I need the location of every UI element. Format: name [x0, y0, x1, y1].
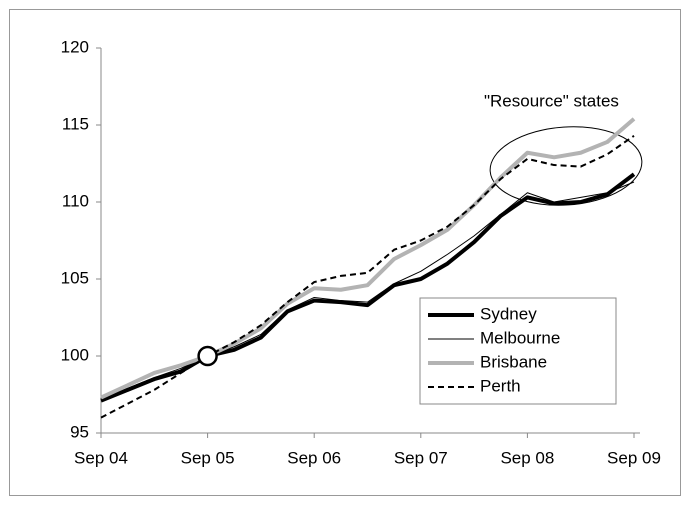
x-tick-label: Sep 09	[607, 448, 661, 467]
x-tick-label: Sep 06	[287, 448, 341, 467]
y-tick-label: 110	[62, 191, 89, 210]
y-tick-label: 105	[61, 268, 89, 287]
y-tick-label: 100	[61, 345, 89, 364]
y-tick-label: 120	[61, 37, 89, 56]
series-line	[100, 134, 635, 419]
legend-label: Sydney	[480, 304, 537, 323]
legend-label: Brisbane	[480, 352, 547, 371]
x-tick-label: Sep 05	[181, 448, 235, 467]
annotation: "Resource" states	[484, 91, 619, 110]
base-marker	[197, 345, 218, 367]
y-tick-label: 115	[62, 114, 89, 133]
legend-label: Melbourne	[480, 328, 560, 347]
series-line	[100, 117, 636, 400]
x-tick-label: Sep 07	[394, 448, 448, 467]
x-tick-label: Sep 08	[500, 448, 554, 467]
x-tick-label: Sep 04	[74, 448, 128, 467]
highlight-ellipse	[489, 126, 643, 206]
legend-label: Perth	[480, 376, 521, 395]
y-tick-label: 95	[70, 422, 89, 441]
chart-frame	[9, 9, 681, 496]
